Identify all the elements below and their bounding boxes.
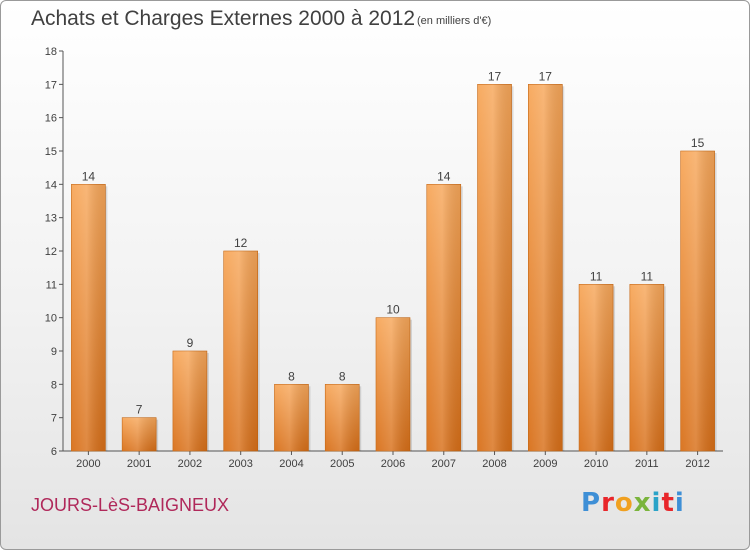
x-tick-label: 2006 — [381, 458, 405, 470]
logo-letter: P — [581, 488, 602, 518]
bar-value-label: 12 — [234, 236, 248, 250]
y-tick-label: 17 — [45, 79, 57, 91]
bar-highlight — [172, 351, 207, 451]
y-tick-label: 11 — [46, 279, 57, 291]
x-tick-label: 2001 — [127, 458, 151, 470]
y-tick-label: 8 — [51, 379, 57, 391]
bar-highlight — [71, 184, 106, 452]
y-tick-label: 18 — [45, 46, 57, 58]
x-tick-label: 2002 — [178, 458, 202, 470]
chart-title: Achats et Charges Externes 2000 à 2012 — [31, 7, 416, 30]
y-tick-label: 15 — [45, 146, 57, 158]
bar-value-label: 10 — [386, 303, 400, 317]
chart-subtitle: (en milliers d'€) — [417, 15, 492, 27]
bar-highlight — [122, 417, 157, 451]
y-tick-label: 16 — [45, 113, 57, 125]
proxiti-logo: Proxiti — [581, 488, 685, 518]
logo-letter: i — [651, 488, 662, 518]
commune-name: JOURS-LèS-BAIGNEUX — [31, 495, 230, 515]
x-tick-label: 2005 — [330, 458, 354, 470]
logo-letter: o — [614, 488, 634, 518]
bar-value-label: 8 — [288, 369, 295, 383]
y-tick-label: 14 — [45, 179, 57, 191]
bar-highlight — [629, 284, 664, 451]
bar-value-label: 17 — [539, 69, 553, 83]
bar-highlight — [477, 84, 512, 451]
x-tick-label: 2010 — [584, 458, 608, 470]
bar-value-label: 8 — [339, 369, 346, 383]
x-tick-label: 2009 — [533, 458, 557, 470]
logo-letter: r — [601, 488, 615, 518]
y-tick-label: 7 — [51, 413, 57, 425]
bar-value-label: 9 — [187, 336, 194, 350]
y-tick-label: 9 — [51, 346, 57, 358]
bar-value-label: 11 — [590, 269, 603, 283]
bar-highlight — [426, 184, 461, 452]
y-tick-label: 12 — [45, 246, 57, 258]
logo-letter: t — [661, 488, 675, 518]
y-tick-label: 6 — [51, 446, 57, 458]
x-tick-label: 2000 — [76, 458, 100, 470]
y-tick-label: 13 — [45, 213, 57, 225]
bar-highlight — [528, 84, 563, 451]
logo-letter: i — [674, 488, 685, 518]
x-tick-label: 2012 — [685, 458, 709, 470]
bar-highlight — [680, 151, 715, 451]
x-tick-label: 2007 — [432, 458, 456, 470]
bar-value-label: 14 — [437, 169, 451, 183]
bar-highlight — [579, 284, 614, 451]
bar-value-label: 14 — [82, 169, 96, 183]
x-tick-label: 2008 — [482, 458, 506, 470]
x-tick-label: 2004 — [279, 458, 303, 470]
bar-highlight — [274, 384, 309, 451]
bar-value-label: 15 — [691, 136, 705, 150]
bar-highlight — [376, 317, 410, 451]
bar-value-label: 11 — [641, 269, 654, 283]
logo-letter: x — [633, 488, 652, 518]
bar-highlight — [223, 251, 258, 451]
bar-value-label: 17 — [488, 69, 502, 83]
y-tick-label: 10 — [45, 313, 57, 325]
bar-highlight — [325, 384, 360, 451]
x-tick-label: 2011 — [635, 458, 659, 470]
bar-value-label: 7 — [136, 403, 143, 417]
x-tick-label: 2003 — [228, 458, 252, 470]
